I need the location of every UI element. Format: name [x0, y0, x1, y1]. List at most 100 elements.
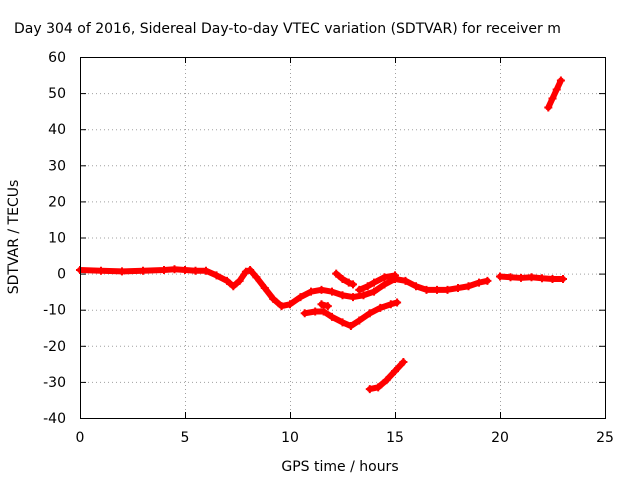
x-tick-label: 0	[76, 430, 85, 446]
y-tick-label: -10	[43, 303, 66, 319]
axes: 0 5 10 15 20 25 -40 -30 -20 -10 0 10 20 30 40 50 60	[43, 50, 614, 446]
data-point	[349, 280, 357, 289]
series-6	[496, 272, 567, 284]
x-axis-label: GPS time / hours	[281, 459, 398, 475]
y-tick-label: -30	[43, 375, 66, 391]
data-point	[323, 302, 332, 311]
data-point	[365, 309, 374, 318]
data-point	[246, 265, 255, 274]
y-tick-label: -40	[43, 411, 66, 427]
chart-title: Day 304 of 2016, Sidereal Day-to-day VTE…	[14, 21, 561, 37]
series-1	[332, 269, 357, 289]
data-point	[412, 282, 420, 291]
data-point	[433, 285, 441, 294]
data-point	[260, 284, 269, 293]
data-point	[544, 103, 553, 112]
series-line	[545, 77, 564, 111]
data-point	[376, 303, 385, 312]
data-point	[319, 307, 328, 316]
data-point	[355, 285, 364, 294]
data-point	[139, 266, 147, 275]
data-point	[317, 300, 326, 309]
data-point	[464, 282, 473, 291]
y-axis-label: SDTVAR / TECUs	[6, 180, 22, 295]
y-tick-label: -20	[43, 339, 66, 355]
data-point	[344, 278, 353, 287]
x-tick-label: 5	[181, 430, 190, 446]
data-point	[454, 284, 462, 293]
data-point	[181, 265, 189, 274]
data-point	[538, 274, 546, 283]
data-point	[365, 385, 374, 394]
data-point	[338, 318, 347, 327]
data-point	[252, 273, 261, 282]
series-line	[366, 359, 407, 393]
data-point	[506, 273, 515, 282]
data-point	[527, 273, 536, 282]
data-point	[300, 309, 309, 318]
y-tick-label: 50	[48, 86, 66, 102]
series-2	[355, 271, 399, 294]
data-point	[374, 383, 383, 392]
x-tick-label: 20	[491, 430, 509, 446]
data-point	[338, 275, 347, 284]
data-point	[391, 367, 399, 376]
data-point	[328, 287, 336, 296]
data-marks	[76, 76, 567, 394]
data-point	[370, 287, 378, 296]
data-point	[559, 275, 567, 284]
data-point	[286, 300, 294, 309]
data-point	[443, 285, 452, 294]
data-point	[97, 266, 105, 275]
data-point	[422, 285, 431, 294]
data-point	[517, 273, 525, 282]
data-point	[380, 280, 389, 289]
grid	[80, 57, 605, 418]
data-point	[496, 272, 504, 281]
data-point	[359, 291, 368, 300]
data-point	[355, 316, 364, 325]
y-tick-label: 10	[48, 231, 66, 247]
data-point	[363, 282, 372, 291]
data-point	[393, 298, 402, 307]
data-point	[475, 278, 483, 287]
data-point	[548, 94, 557, 103]
data-point	[548, 275, 557, 284]
data-point	[311, 307, 320, 316]
series-3	[300, 298, 402, 330]
data-point	[391, 271, 399, 280]
data-point	[386, 300, 395, 309]
data-point	[483, 276, 492, 285]
series-7	[544, 76, 565, 112]
y-tick-label: 20	[48, 194, 66, 210]
data-point	[370, 278, 378, 287]
data-point	[338, 291, 347, 300]
data-point	[332, 269, 341, 278]
data-point	[212, 271, 221, 280]
data-point	[202, 266, 210, 275]
y-tick-label: 0	[57, 267, 66, 283]
series-4	[317, 300, 332, 311]
data-point	[346, 321, 355, 330]
data-point	[170, 265, 179, 274]
data-point	[401, 276, 410, 285]
y-tick-label: 60	[48, 50, 66, 66]
series-0	[76, 265, 492, 311]
data-point	[241, 267, 250, 276]
y-tick-label: 30	[48, 158, 66, 174]
x-tick-label: 25	[596, 430, 614, 446]
series-5	[365, 358, 408, 394]
data-point	[269, 294, 278, 303]
data-point	[235, 276, 244, 285]
data-point	[556, 76, 565, 85]
data-point	[118, 267, 126, 276]
data-point	[277, 302, 286, 311]
data-point	[382, 376, 391, 385]
data-point	[223, 276, 231, 285]
data-point	[191, 266, 200, 275]
plot-frame	[80, 57, 606, 419]
data-point	[307, 287, 315, 296]
data-point	[399, 358, 408, 367]
data-point	[160, 265, 168, 274]
